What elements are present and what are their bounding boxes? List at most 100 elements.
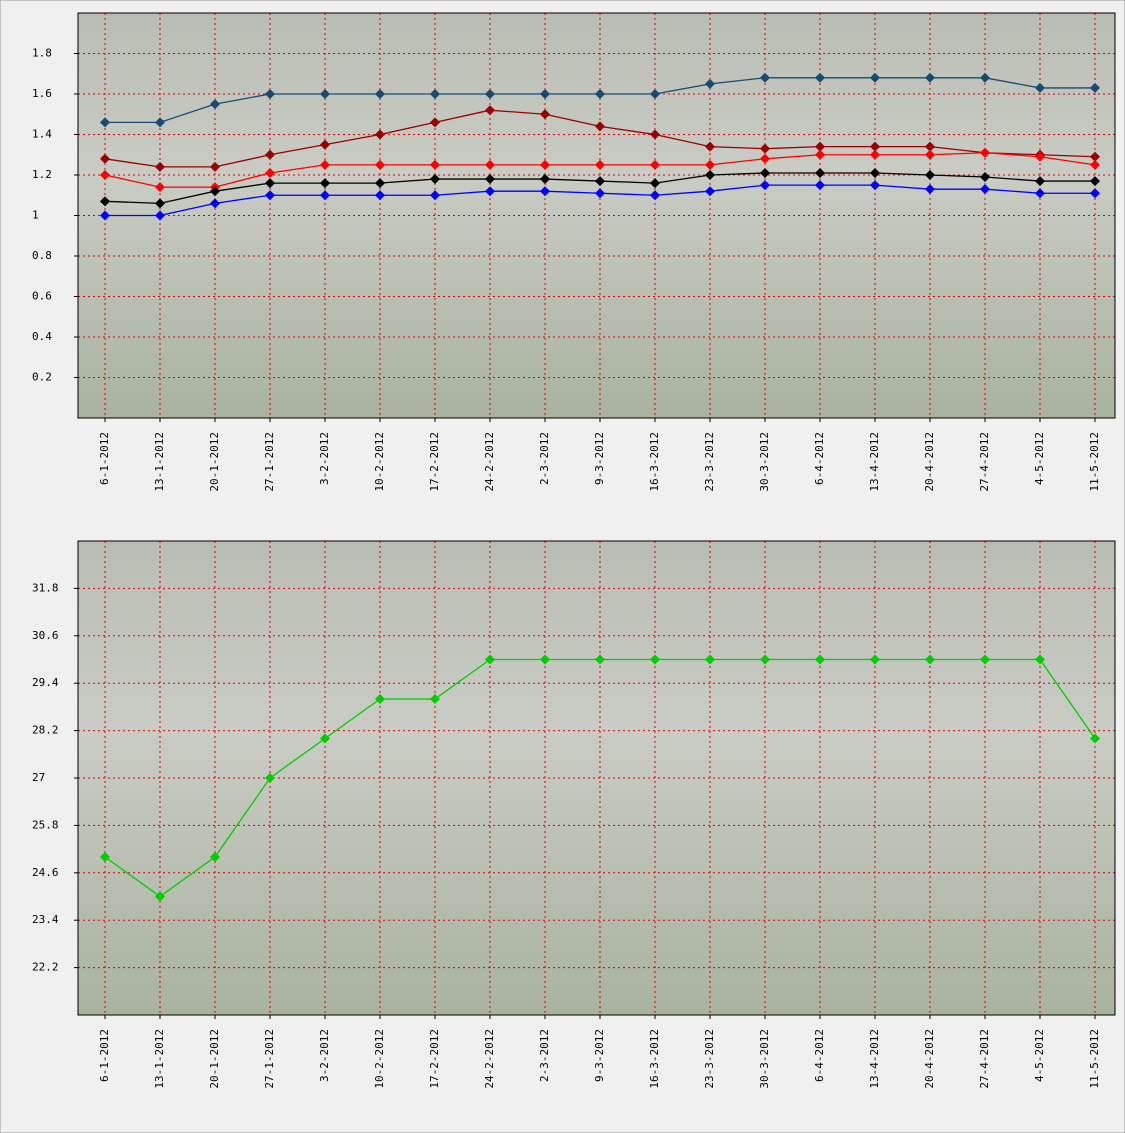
x-tick-label: 24-2-2012 xyxy=(483,432,496,492)
y-tick-label: 30.6 xyxy=(32,629,59,642)
marker xyxy=(1035,188,1045,199)
marker xyxy=(320,139,330,150)
y-tick-label: 29.4 xyxy=(32,676,59,689)
marker xyxy=(540,109,550,120)
x-tick-label: 11-5-2012 xyxy=(1088,1029,1101,1089)
marker xyxy=(815,180,825,191)
marker xyxy=(815,654,825,665)
plot-border xyxy=(77,12,1116,419)
x-tick-label: 20-1-2012 xyxy=(208,1029,221,1089)
marker xyxy=(595,654,605,665)
marker xyxy=(650,159,660,170)
marker xyxy=(375,159,385,170)
marker xyxy=(155,161,165,172)
marker xyxy=(870,149,880,160)
marker xyxy=(1035,176,1045,187)
marker xyxy=(430,694,440,704)
marker xyxy=(705,186,715,197)
x-tick-label: 6-1-2012 xyxy=(98,1029,111,1082)
marker xyxy=(595,121,605,132)
marker xyxy=(705,170,715,180)
marker xyxy=(650,178,660,189)
marker xyxy=(870,72,880,83)
y-tick-label: 0.2 xyxy=(32,371,52,384)
x-tick-label: 3-2-2012 xyxy=(318,1029,331,1082)
y-tick-label: 24.6 xyxy=(32,866,59,879)
marker xyxy=(430,174,440,185)
marker xyxy=(760,153,770,164)
x-tick-label: 20-1-2012 xyxy=(208,432,221,492)
marker xyxy=(265,178,275,189)
marker xyxy=(375,190,385,201)
x-tick-label: 17-2-2012 xyxy=(428,1029,441,1089)
marker xyxy=(430,190,440,201)
marker xyxy=(320,733,330,744)
marker xyxy=(155,117,165,128)
marker xyxy=(485,186,495,197)
marker xyxy=(100,196,110,207)
x-tick-label: 24-2-2012 xyxy=(483,1029,496,1089)
marker xyxy=(540,89,550,99)
marker xyxy=(925,184,935,195)
marker xyxy=(210,161,220,172)
marker xyxy=(485,105,495,116)
marker xyxy=(540,159,550,170)
marker xyxy=(320,178,330,189)
marker xyxy=(375,89,385,99)
marker xyxy=(925,141,935,152)
x-tick-label: 17-2-2012 xyxy=(428,432,441,492)
x-tick-label: 20-4-2012 xyxy=(923,432,936,492)
marker xyxy=(815,167,825,178)
marker xyxy=(100,170,110,180)
marker xyxy=(650,654,660,665)
marker xyxy=(925,170,935,180)
y-tick-label: 0.8 xyxy=(32,249,52,262)
marker xyxy=(705,159,715,170)
marker xyxy=(375,694,385,704)
marker xyxy=(705,654,715,665)
x-tick-label: 6-1-2012 xyxy=(98,432,111,485)
x-tick-label: 23-3-2012 xyxy=(703,1029,716,1089)
x-tick-label: 30-3-2012 xyxy=(758,432,771,492)
x-tick-label: 27-1-2012 xyxy=(263,432,276,492)
marker xyxy=(980,184,990,195)
marker xyxy=(925,149,935,160)
x-tick-label: 27-1-2012 xyxy=(263,1029,276,1089)
marker xyxy=(320,190,330,201)
marker xyxy=(430,117,440,128)
x-tick-label: 3-2-2012 xyxy=(318,432,331,485)
x-tick-label: 13-1-2012 xyxy=(153,1029,166,1089)
marker xyxy=(265,190,275,201)
marker xyxy=(265,149,275,160)
marker xyxy=(430,159,440,170)
marker xyxy=(815,72,825,83)
marker xyxy=(100,852,110,862)
x-tick-label: 13-4-2012 xyxy=(868,1029,881,1089)
marker xyxy=(980,72,990,83)
marker xyxy=(1090,159,1100,170)
marker xyxy=(155,182,165,193)
y-tick-label: 27 xyxy=(32,771,45,784)
x-tick-label: 10-2-2012 xyxy=(373,1029,386,1089)
marker xyxy=(210,198,220,209)
marker xyxy=(1090,733,1100,744)
y-tick-label: 28.2 xyxy=(32,724,59,737)
marker xyxy=(100,117,110,128)
marker xyxy=(870,167,880,178)
marker xyxy=(1035,151,1045,162)
marker xyxy=(1090,151,1100,162)
y-tick-label: 0.4 xyxy=(32,330,52,343)
x-tick-label: 13-4-2012 xyxy=(868,432,881,492)
x-tick-label: 2-3-2012 xyxy=(538,432,551,485)
marker xyxy=(210,186,220,197)
marker xyxy=(485,174,495,185)
y-tick-label: 0.6 xyxy=(32,290,52,303)
marker xyxy=(650,89,660,99)
x-tick-label: 16-3-2012 xyxy=(648,1029,661,1089)
y-tick-label: 1.6 xyxy=(32,87,52,100)
marker xyxy=(485,654,495,665)
marker xyxy=(540,654,550,665)
marker xyxy=(760,654,770,665)
marker xyxy=(155,891,165,902)
x-tick-label: 9-3-2012 xyxy=(593,1029,606,1082)
